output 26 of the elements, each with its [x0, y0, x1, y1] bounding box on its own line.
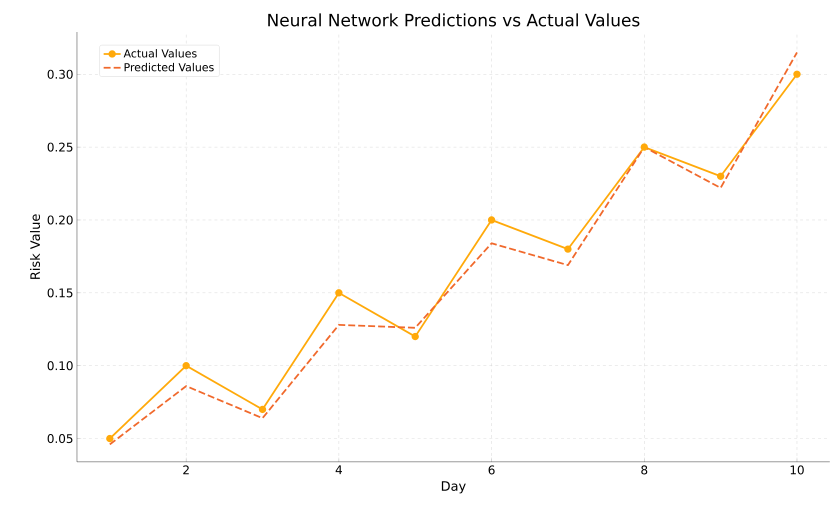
legend-label: Predicted Values	[124, 62, 214, 72]
x-axis-title: Day	[442, 481, 466, 494]
y-tick-label: 0.30	[48, 70, 73, 79]
x-tick-label: 10	[790, 465, 804, 475]
y-tick-label: 0.25	[48, 142, 72, 152]
point	[564, 245, 572, 253]
point	[335, 289, 343, 297]
point	[793, 70, 801, 78]
y-tick-label: 0.20	[48, 216, 73, 225]
y-axis-title: Risk Value	[30, 214, 40, 279]
y-tick-label: 0.15	[48, 288, 72, 298]
x-tick-label: 2	[183, 465, 189, 474]
point	[488, 216, 496, 224]
chart-title: Neural Network Predictions vs Actual Values	[268, 13, 640, 27]
x-tick-label: 4	[336, 465, 342, 474]
point	[182, 362, 190, 370]
point	[258, 406, 266, 414]
x-tick-label: 8	[641, 465, 648, 475]
legend-label: Actual Values	[124, 49, 197, 58]
point	[716, 172, 724, 180]
y-tick-label: 0.10	[48, 361, 73, 370]
point	[106, 434, 114, 442]
point	[640, 143, 648, 151]
y-tick-label: 0.05	[48, 434, 72, 444]
x-tick-label: 6	[488, 465, 495, 475]
point	[412, 332, 419, 340]
